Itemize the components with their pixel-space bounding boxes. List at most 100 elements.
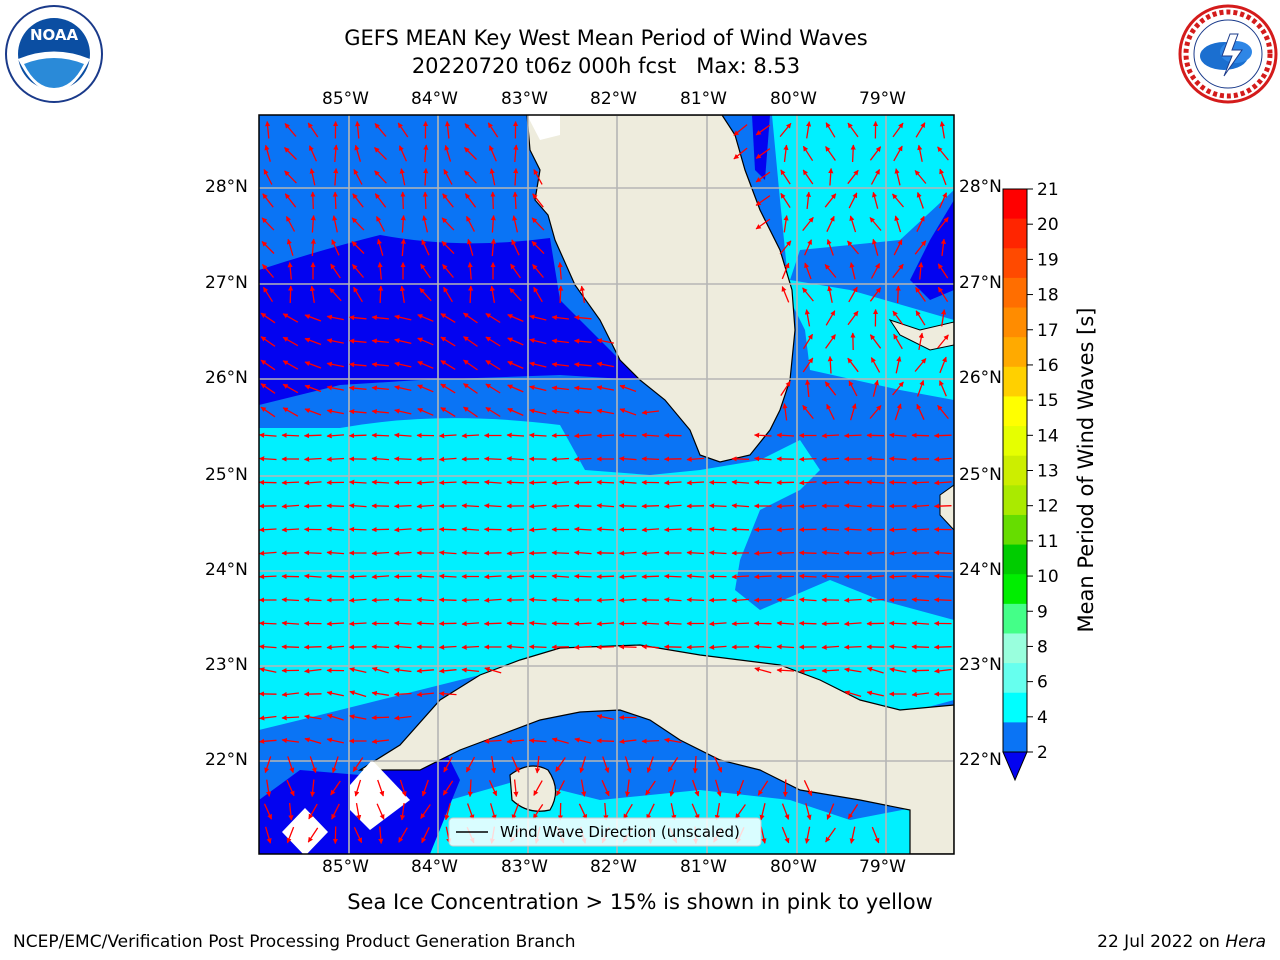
wave-direction-arrow: [377, 261, 383, 280]
wave-direction-arrow: [259, 644, 277, 650]
wave-direction-arrow: [755, 218, 771, 230]
wave-direction-arrow: [445, 120, 451, 139]
wave-direction-arrow: [263, 169, 273, 185]
wave-direction-arrow: [371, 550, 390, 556]
wave-direction-arrow: [376, 803, 385, 820]
wave-direction-arrow: [281, 503, 300, 509]
wave-direction-arrow: [438, 644, 457, 650]
wave-direction-arrow: [259, 456, 277, 462]
wave-direction-arrow: [843, 526, 862, 532]
wave-direction-arrow: [941, 309, 947, 327]
wave-direction-arrow: [355, 802, 362, 821]
wave-direction-arrow: [551, 338, 569, 344]
wave-direction-arrow: [349, 690, 367, 698]
wave-direction-arrow: [416, 573, 435, 579]
wave-direction-arrow: [374, 170, 387, 184]
wave-direction-arrow: [529, 408, 547, 415]
wave-direction-arrow: [467, 261, 473, 280]
wave-direction-arrow: [596, 385, 615, 391]
legend-label: Wind Wave Direction (unscaled): [500, 823, 740, 841]
wave-direction-arrow: [916, 192, 924, 209]
wave-direction-arrow: [262, 264, 274, 278]
colorbar-segment: [1003, 692, 1027, 723]
colorbar-segment: [1003, 514, 1027, 546]
wave-direction-arrow: [847, 169, 859, 185]
wave-direction-arrow: [798, 597, 817, 603]
wave-direction-arrow: [393, 644, 412, 650]
wave-direction-arrow: [578, 803, 588, 820]
wave-direction-arrow: [485, 312, 501, 324]
wave-direction-arrow: [821, 644, 840, 650]
wave-direction-arrow: [507, 384, 524, 393]
wave-direction-arrow: [802, 216, 814, 232]
wave-direction-arrow: [939, 168, 947, 186]
wave-direction-arrow: [348, 338, 367, 344]
wave-direction-arrow: [303, 433, 322, 439]
lon-tick-top: 85°W: [322, 89, 369, 109]
wave-direction-arrow: [463, 336, 478, 347]
lat-tick-right: 23°N: [959, 655, 1002, 675]
wave-direction-arrow: [827, 355, 833, 374]
colorbar-tick-label: 12: [1037, 497, 1059, 517]
wave-direction-arrow: [872, 191, 879, 209]
colorbar-ticks: 21 20 19 18 17 16 15 14 13 12 11 10 9 8 6 4 2: [1027, 180, 1059, 763]
wave-direction-arrow: [304, 337, 322, 346]
wave-direction-arrow: [506, 738, 525, 744]
wave-direction-arrow: [444, 803, 451, 821]
wave-direction-arrow: [755, 124, 771, 136]
wave-direction-arrow: [463, 406, 478, 418]
wave-direction-arrow: [911, 644, 930, 650]
wave-direction-arrow: [326, 621, 345, 627]
wave-direction-arrow: [326, 361, 344, 368]
wave-direction-arrow: [889, 667, 907, 673]
wave-direction-arrow: [349, 714, 367, 720]
wave-direction-arrow: [507, 337, 524, 346]
land-isla-juventud: [509, 765, 557, 812]
wave-direction-arrow: [596, 621, 615, 627]
wave-direction-arrow: [551, 573, 570, 579]
wave-direction-arrow: [394, 361, 412, 368]
wave-direction-arrow: [937, 216, 949, 232]
wave-direction-arrow: [601, 779, 610, 797]
wave-direction-arrow: [849, 403, 857, 421]
lon-tick-top: 84°W: [411, 89, 458, 109]
wave-direction-arrow: [528, 620, 547, 626]
wave-direction-arrow: [416, 691, 434, 697]
wave-direction-arrow: [371, 456, 390, 462]
wave-direction-arrow: [326, 385, 344, 391]
wave-direction-arrow: [573, 433, 592, 439]
wave-direction-arrow: [260, 406, 276, 418]
wave-direction-arrow: [802, 287, 814, 302]
wave-direction-arrow: [893, 145, 903, 162]
wave-direction-arrow: [394, 667, 412, 673]
colorbar-tick-label: 15: [1037, 391, 1059, 411]
wave-direction-arrow: [442, 264, 454, 278]
wave-direction-arrow: [670, 803, 677, 821]
wave-direction-arrow: [843, 644, 862, 650]
wave-direction-arrow: [551, 456, 570, 462]
wave-direction-arrow: [753, 432, 772, 438]
colorbar-tick-label: 16: [1037, 356, 1059, 376]
wave-direction-arrow: [326, 433, 345, 439]
wave-direction-arrow: [461, 433, 480, 439]
wave-direction-arrow: [303, 597, 322, 603]
wave-direction-arrow: [420, 263, 431, 279]
wave-direction-arrow: [872, 379, 879, 397]
wave-direction-arrow: [485, 359, 501, 371]
wave-direction-arrow: [776, 503, 795, 509]
wave-direction-arrow: [355, 120, 361, 139]
wave-direction-arrow: [348, 409, 367, 415]
wave-direction-arrow: [869, 217, 882, 231]
wave-direction-arrow: [510, 263, 521, 279]
wave-direction-arrow: [933, 644, 952, 650]
wave-direction-arrow: [708, 644, 727, 650]
wave-direction-arrow: [529, 385, 547, 392]
wave-direction-arrow: [573, 621, 592, 627]
wave-direction-arrow: [417, 337, 434, 346]
wave-direction-arrow: [573, 409, 592, 415]
wave-direction-arrow: [371, 432, 390, 438]
wave-direction-arrow: [528, 597, 547, 603]
wave-direction-arrow: [491, 756, 497, 774]
wave-direction-arrow: [937, 404, 949, 420]
wave-direction-arrow: [528, 432, 547, 438]
